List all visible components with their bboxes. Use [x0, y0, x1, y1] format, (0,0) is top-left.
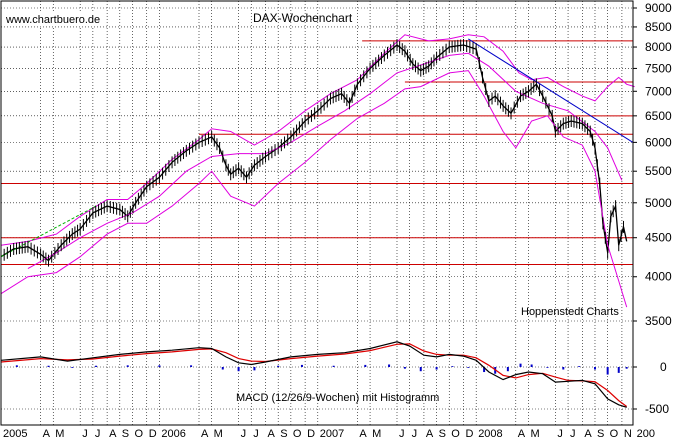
macd-panel	[0, 341, 628, 408]
x-tick-label: A	[584, 428, 592, 439]
x-tick-label: J	[399, 428, 405, 439]
x-tick-label: A	[201, 428, 209, 439]
x-tick-label: A	[518, 428, 526, 439]
macd-label: MACD (12/26/9-Wochen) mit Histogramm	[236, 392, 439, 404]
watermark-box	[3, 11, 105, 26]
x-tick-label: A	[426, 428, 434, 439]
x-tick-label: 2007	[320, 428, 344, 439]
x-tick-label: 2005	[3, 428, 27, 439]
x-tick-label: M	[55, 428, 64, 439]
x-tick-label: 2006	[161, 428, 185, 439]
series-bollinger-band-unten	[0, 70, 628, 308]
x-tick-label: M	[372, 428, 381, 439]
y-tick-label: 9000	[645, 1, 672, 15]
x-tick-label: D	[149, 428, 157, 439]
x-tick-label: A	[109, 428, 117, 439]
macd-series-macd	[0, 341, 627, 408]
x-tick-label: D	[466, 428, 474, 439]
x-tick-label: S	[439, 428, 446, 439]
x-tick-label: J	[95, 428, 101, 439]
y-tick-label: 8500	[645, 20, 672, 34]
price-panel	[0, 34, 635, 308]
y-tick-label: 3500	[645, 314, 672, 328]
x-tick-label: A	[43, 428, 51, 439]
x-tick-label: S	[597, 428, 604, 439]
x-tick-label: J	[570, 428, 576, 439]
series-trendlinie	[468, 38, 634, 143]
y-tick-label: 7000	[645, 84, 672, 98]
x-tick-label: J	[557, 428, 563, 439]
watermark-text: www.chartbuero.de	[5, 14, 100, 26]
x-axis-ticks: 2005 A M J J A S O D 2006 A M J J A S O D 2007 A M J J A S O D 2008…	[3, 428, 655, 439]
x-tick-label: M	[530, 428, 539, 439]
y-tick-label: 6000	[645, 135, 672, 149]
x-tick-label: O	[134, 428, 143, 439]
x-tick-label: A	[359, 428, 367, 439]
macd-y-tick-label: 0	[660, 360, 667, 374]
x-tick-label: O	[451, 428, 460, 439]
macd-y-tick-label: -500	[645, 402, 669, 416]
x-tick-label: J	[82, 428, 88, 439]
x-tick-label: N	[624, 428, 632, 439]
source-note: Hoppenstedt Charts	[521, 306, 619, 318]
y-tick-label: 6500	[645, 109, 672, 123]
x-tick-label: A	[268, 428, 276, 439]
y-tick-label: 4000	[645, 270, 672, 284]
y-tick-label: 8000	[645, 40, 672, 54]
chart-title: DAX-Wochenchart	[253, 11, 353, 25]
x-tick-label: J	[412, 428, 418, 439]
x-tick-label: O	[293, 428, 302, 439]
x-tick-label: J	[241, 428, 247, 439]
y-tick-label: 7500	[645, 61, 672, 75]
plot-frame	[0, 0, 634, 426]
y-axis-ticks: 9000 8500 8000 7500 7000 6500 6000 5500 5000 4500…	[633, 1, 672, 416]
x-tick-label: S	[122, 428, 129, 439]
x-tick-label: O	[610, 428, 619, 439]
x-tick-label: 200	[637, 428, 655, 439]
x-tick-label: S	[280, 428, 287, 439]
y-tick-label: 5000	[645, 196, 672, 210]
y-tick-label: 4500	[645, 231, 672, 245]
y-tick-label: 5500	[645, 164, 672, 178]
x-tick-label: M	[214, 428, 223, 439]
x-tick-label: D	[307, 428, 315, 439]
x-tick-label: J	[253, 428, 259, 439]
x-tick-label: 2008	[478, 428, 502, 439]
